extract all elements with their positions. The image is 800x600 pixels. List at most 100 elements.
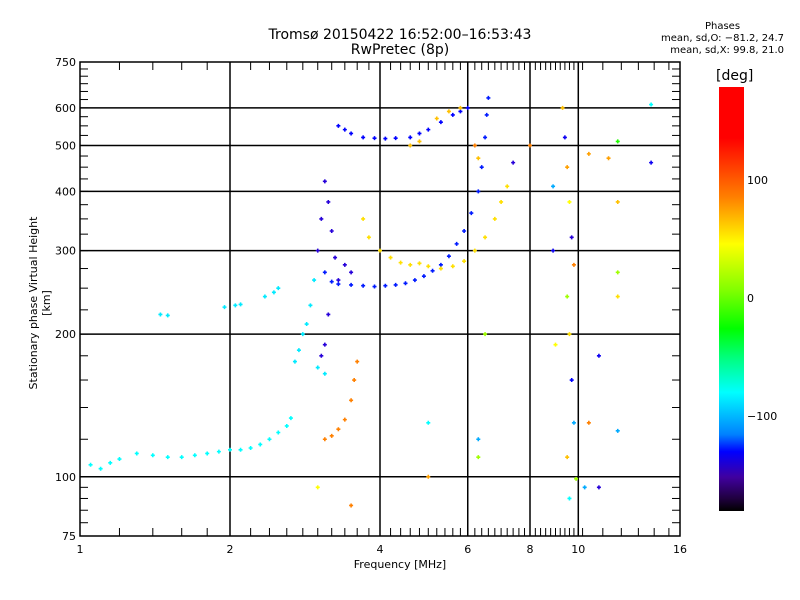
data-point [434, 116, 439, 121]
data-point [458, 105, 463, 110]
data-point [372, 284, 377, 289]
data-point [446, 109, 451, 114]
data-point [222, 305, 227, 310]
data-point [349, 270, 354, 275]
data-point [284, 423, 289, 428]
data-point [296, 348, 301, 353]
data-point [649, 102, 654, 107]
data-point [528, 143, 532, 148]
data-point [288, 416, 293, 421]
data-point [454, 241, 459, 246]
data-point [562, 135, 567, 140]
data-point [238, 302, 243, 307]
colorbar-unit-label: [deg] [716, 68, 754, 84]
data-point [88, 462, 93, 467]
stats-header: Phases [704, 21, 741, 32]
data-point [383, 283, 388, 288]
data-point [438, 120, 443, 125]
data-point [596, 485, 601, 490]
data-point [426, 420, 431, 425]
data-point [336, 123, 341, 128]
data-point [228, 447, 232, 452]
y-tick-label: 750 [55, 56, 76, 69]
data-point [322, 270, 327, 275]
data-point [336, 278, 341, 283]
data-point [615, 270, 620, 275]
data-point [484, 112, 489, 117]
data-point [165, 313, 170, 318]
data-point [582, 485, 587, 490]
data-point [438, 266, 443, 271]
data-point [511, 160, 516, 165]
data-point [329, 433, 334, 438]
data-point [336, 282, 341, 287]
data-point [430, 268, 435, 273]
data-point [571, 420, 576, 425]
axes: 1 2 4 6 8 10 16 75 100 200 300 400 500 600 750 [55, 56, 687, 556]
data-point [469, 211, 474, 216]
data-point [565, 455, 570, 460]
stats-o-mode: mean, sd,O: −81.2, 24.7 [661, 33, 784, 44]
data-point [342, 262, 347, 267]
data-point [565, 165, 570, 170]
chart-title: Tromsø 20150422 16:52:00–16:53:43 [268, 27, 532, 43]
data-point [586, 420, 591, 425]
data-point [248, 446, 253, 451]
data-point [483, 135, 488, 140]
data-point [403, 281, 408, 286]
data-point [574, 476, 579, 481]
data-point [615, 139, 620, 144]
data-point [476, 156, 481, 161]
data-point [567, 199, 572, 204]
data-point [417, 139, 422, 144]
data-point [361, 283, 366, 288]
data-point [408, 262, 413, 267]
data-point [615, 199, 620, 204]
data-point [98, 466, 103, 471]
data-point [192, 453, 197, 458]
data-point [412, 278, 417, 283]
data-point [312, 278, 317, 283]
data-point [565, 294, 570, 299]
data-point [417, 261, 422, 266]
data-point [398, 260, 403, 265]
data-point [300, 332, 305, 337]
grid-lines [80, 62, 680, 536]
data-point [304, 322, 309, 327]
data-point [586, 151, 591, 156]
data-point [615, 294, 620, 299]
data-point [421, 274, 426, 279]
data-point [329, 229, 334, 234]
data-point [333, 255, 338, 260]
data-point [292, 359, 297, 364]
data-point [483, 235, 488, 240]
stats-x-mode: mean, sd,X: 99.8, 21.0 [670, 45, 784, 56]
data-point [267, 437, 272, 442]
data-point [393, 136, 398, 141]
colorbar-tick-label: 0 [747, 292, 754, 305]
data-point [553, 342, 558, 347]
data-point [366, 235, 371, 240]
data-point [315, 485, 320, 490]
data-point [179, 455, 184, 460]
data-point [492, 216, 497, 221]
y-tick-label: 300 [55, 245, 76, 258]
data-point [322, 179, 327, 184]
data-point [349, 282, 354, 287]
data-point [479, 165, 484, 170]
data-point [336, 427, 341, 432]
data-point [486, 95, 491, 100]
data-point [315, 365, 320, 370]
y-tick-label: 500 [55, 139, 76, 152]
y-axis-label: Stationary phase Virtual Height [km] [27, 216, 53, 390]
data-point [462, 229, 467, 234]
data-point [499, 199, 504, 204]
x-tick-label: 10 [571, 543, 585, 556]
data-point [165, 455, 170, 460]
x-tick-label: 8 [527, 543, 534, 556]
data-point [349, 503, 354, 508]
data-point [505, 184, 510, 189]
data-point [238, 447, 243, 452]
data-point [271, 290, 276, 295]
